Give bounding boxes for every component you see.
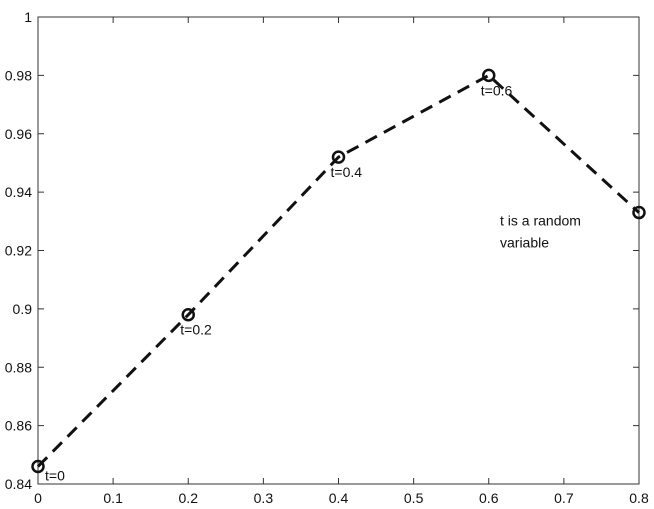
x-tick-label: 0.8 [629, 490, 649, 506]
data-point-label: t=0.2 [180, 322, 212, 338]
x-tick-label: 0.4 [329, 490, 349, 506]
x-tick-label: 0.7 [554, 490, 574, 506]
annotation-text-line: variable [500, 235, 549, 251]
y-tick-label: 0.86 [5, 418, 32, 434]
data-point-label: t=0.4 [331, 164, 363, 180]
annotation: t is a random variable [500, 213, 581, 251]
x-tick-label: 0.3 [254, 490, 274, 506]
data-point-label: t=0 [45, 467, 65, 483]
y-tick-label: 0.9 [13, 301, 33, 317]
x-tick-label: 0.2 [179, 490, 199, 506]
y-tick-label: 0.98 [5, 67, 32, 83]
y-tick-label: 1 [24, 9, 32, 25]
x-axis: 0 0.1 0.2 0.3 0.4 0.5 0.6 0.7 0.8 [34, 17, 649, 506]
data-point-marker [632, 205, 646, 220]
plot-area [37, 16, 640, 485]
x-tick-label: 0.1 [103, 490, 123, 506]
y-axis: 0.84 0.86 0.88 0.9 0.92 0.94 0.96 0.98 1 [5, 9, 639, 492]
data-point-marker [31, 459, 45, 474]
data-point-label: t=0.6 [481, 82, 513, 98]
x-tick-label: 0.6 [479, 490, 499, 506]
annotation-text-line: t is a random [500, 213, 581, 229]
y-tick-label: 0.88 [5, 359, 32, 375]
series-line [36, 73, 641, 468]
series-markers [31, 68, 646, 474]
point-labels: t=0 t=0.2 t=0.4 t=0.6 [45, 82, 512, 483]
data-point-marker [482, 68, 496, 83]
y-tick-label: 0.92 [5, 243, 32, 259]
x-tick-label: 0.5 [404, 490, 424, 506]
y-tick-label: 0.96 [5, 126, 32, 142]
y-tick-label: 0.94 [5, 184, 32, 200]
x-tick-label: 0 [34, 490, 42, 506]
data-point-marker [331, 150, 346, 164]
y-tick-label: 0.84 [5, 476, 32, 492]
data-point-marker [181, 307, 195, 322]
